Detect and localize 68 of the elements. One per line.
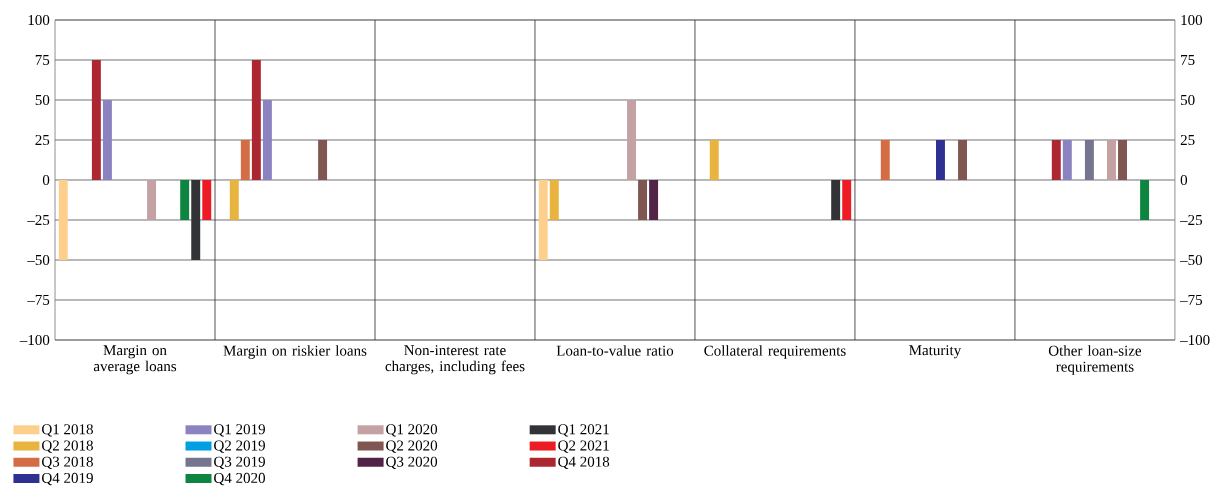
bar: [1107, 139, 1116, 180]
legend-label: Q1 2020: [386, 424, 438, 437]
y-tick-label: –25: [27, 214, 50, 226]
bar: [649, 179, 659, 220]
bar: [262, 100, 272, 180]
y2-tick-label: –25: [1180, 214, 1203, 226]
bar: [1118, 139, 1127, 180]
y2-tick-label: –75: [1180, 295, 1203, 305]
y2-tick-label: 100: [1181, 14, 1203, 26]
y-tick-label: 100: [28, 14, 50, 26]
bar: [202, 179, 212, 220]
y-tick-label: 0: [42, 174, 50, 186]
bar: [58, 179, 68, 260]
y-tick-label: 50: [35, 94, 50, 106]
y-tick-label: 25: [35, 134, 50, 146]
bar: [1084, 139, 1094, 180]
bar: [191, 179, 201, 260]
bar: [1062, 139, 1072, 180]
legend-label: Q2 2018: [42, 440, 93, 453]
legend-label: Q3 2020: [386, 456, 438, 470]
legend-label: Q4 2018: [558, 456, 610, 470]
y-tick-label: –100: [19, 334, 50, 346]
y2-tick-label: 50: [1181, 94, 1195, 106]
y2-tick-label: 0: [1180, 174, 1188, 186]
bar: [709, 139, 719, 180]
y2-tick-label: –50: [1180, 254, 1203, 266]
bar: [1140, 179, 1150, 220]
x-tick-label: Non-interest rate charges, including fees: [385, 345, 525, 375]
bar: [935, 139, 945, 180]
x-tick-label: Loan-to-value ratio: [556, 345, 674, 356]
y2-tick-label: 25: [1180, 134, 1195, 146]
y-tick-label: 75: [35, 55, 50, 65]
y2-tick-label: –100: [1180, 334, 1210, 346]
bar: [831, 179, 841, 220]
bar: [627, 100, 636, 180]
legend-label: Q1 2019: [214, 424, 265, 437]
x-tick-label: Collateral requirements: [704, 345, 846, 359]
bar: [538, 179, 548, 260]
bar: [229, 179, 239, 220]
bar: [549, 179, 559, 220]
legend-label: Q2 2020: [386, 440, 438, 453]
bar: [102, 100, 112, 180]
bar: [240, 139, 250, 180]
bar: [638, 179, 648, 220]
bar: [91, 60, 101, 180]
x-tick-label: Margin on riskier loans: [223, 345, 367, 359]
x-tick-label: Margin on average loans: [93, 345, 177, 375]
bar: [318, 139, 328, 180]
legend-label: Q4 2020: [214, 472, 265, 486]
legend-label: Q2 2019: [214, 440, 265, 453]
bar: [147, 179, 157, 220]
legend-label: Q3 2018: [42, 456, 93, 470]
bar: [958, 139, 968, 180]
bar: [880, 139, 890, 180]
bar: [1051, 139, 1061, 180]
bar: [180, 179, 190, 220]
bar: [251, 60, 261, 180]
y2-tick-label: 75: [1181, 55, 1195, 65]
legend-label: Q1 2018: [42, 424, 93, 437]
legend-label: Q4 2019: [42, 472, 93, 486]
legend-label: Q2 2021: [558, 440, 609, 453]
legend-label: Q1 2021: [558, 424, 609, 437]
y-tick-label: –50: [27, 254, 50, 266]
legend-label: Q3 2019: [214, 456, 265, 470]
x-tick-label: Maturity: [909, 345, 962, 359]
y-tick-label: –75: [27, 295, 50, 305]
x-tick-label: Other loan-size requirements: [1048, 345, 1142, 375]
bar: [842, 179, 852, 220]
